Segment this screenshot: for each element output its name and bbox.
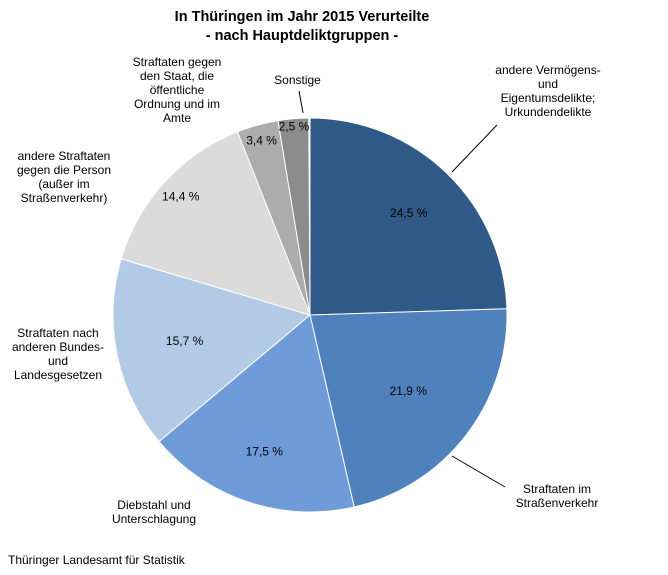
pie-percent-label-6: 2,5 % xyxy=(279,120,310,134)
pie-percent-label-0: 24,5 % xyxy=(390,206,428,220)
leader-line-vermoegensdelikte xyxy=(451,124,498,173)
slice-label-strassenverkehr: Straftaten im Straßenverkehr xyxy=(515,482,599,510)
chart-title-line2: - nach Hauptdeliktgruppen - xyxy=(205,28,399,44)
slice-label-person: andere Straftaten gegen die Person (auße… xyxy=(16,149,112,205)
chart-title-line1: In Thüringen im Jahr 2015 Verurteilte xyxy=(174,9,430,25)
pie-percent-label-3: 15,7 % xyxy=(166,334,204,348)
slice-label-staat: Straftaten gegen den Staat, die öffentli… xyxy=(132,55,222,125)
slice-label-sonstige: Sonstige xyxy=(274,73,321,87)
pie-percent-label-2: 17,5 % xyxy=(246,444,284,458)
pie-percent-label-5: 3,4 % xyxy=(246,133,277,147)
pie-slice-3 xyxy=(112,258,312,443)
leader-line-sonstige xyxy=(298,90,304,114)
slice-label-diebstahl: Diebstahl und Unterschlagung xyxy=(111,498,197,526)
pie-slice-6 xyxy=(277,117,311,316)
chart-title: In Thüringen im Jahr 2015 Verurteilte - … xyxy=(0,8,604,46)
pie-slice-2 xyxy=(158,314,355,513)
pie-slice-4 xyxy=(120,131,311,316)
pie-slice-0 xyxy=(309,117,508,316)
source-credit: Thüringer Landesamt für Statistik xyxy=(8,553,185,567)
slice-label-bundes-landesgesetze: Straftaten nach anderen Bundes- und Land… xyxy=(11,326,105,382)
pie-percent-label-1: 21,9 % xyxy=(390,384,428,398)
pie-percent-label-4: 14,4 % xyxy=(162,190,200,204)
pie-slice-1 xyxy=(309,308,508,508)
slice-label-vermoegensdelikte: andere Vermögens- und Eigentumsdelikte; … xyxy=(495,63,601,119)
leader-line-strassenverkehr xyxy=(451,455,506,488)
